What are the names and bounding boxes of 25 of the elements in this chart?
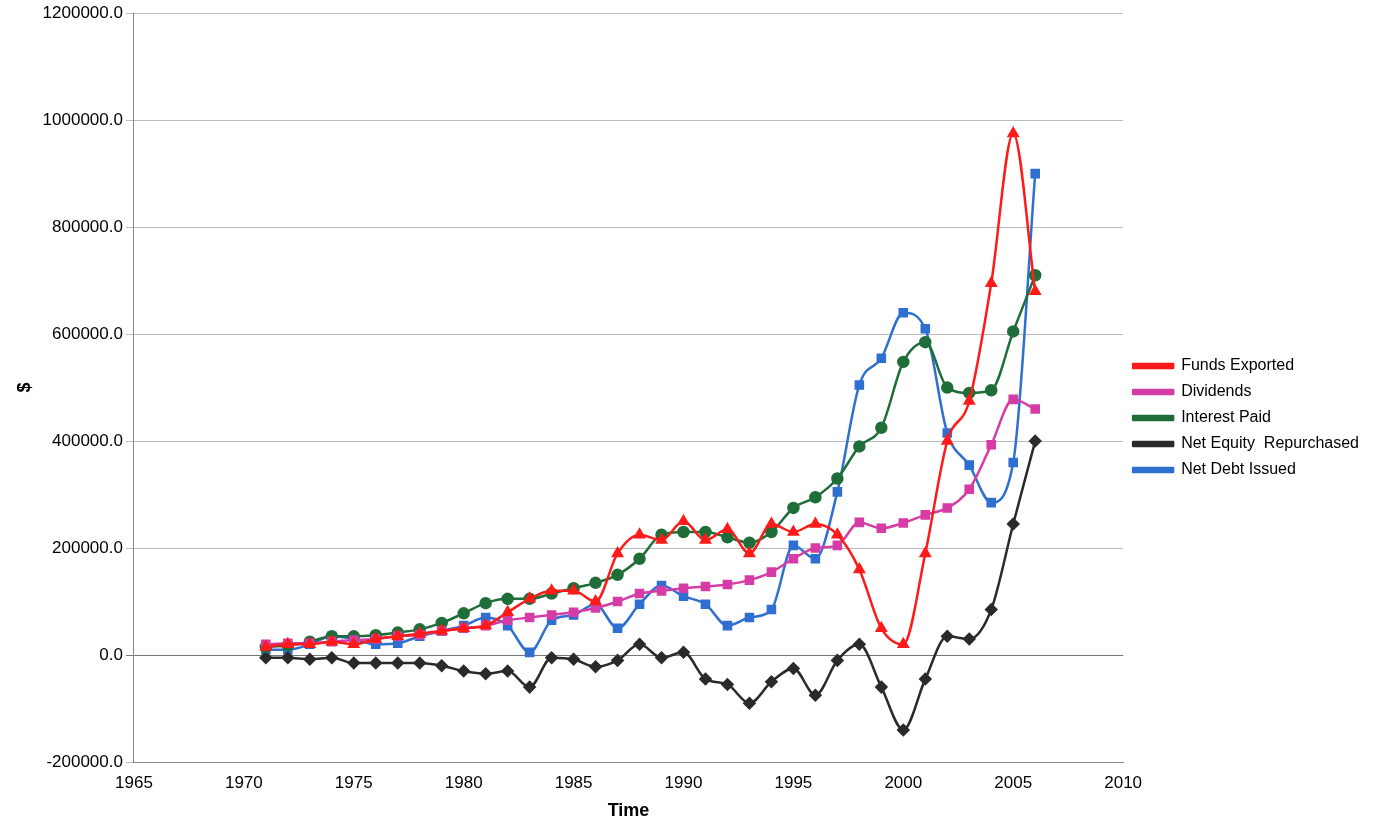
x-tick-label: 2005 <box>994 772 1033 792</box>
y-axis-title: $ <box>13 382 34 393</box>
x-tick-label: 1985 <box>554 772 593 792</box>
x-tick-label: 1970 <box>224 772 263 792</box>
y-tick-label: -200000.0 <box>46 751 123 771</box>
legend-label: Net Debt Issued <box>1181 460 1296 478</box>
y-tick-label: 600000.0 <box>52 323 123 343</box>
legend-label: Interest Paid <box>1181 408 1271 426</box>
y-tick-label: 1000000.0 <box>42 109 123 129</box>
legend-label: Dividends <box>1181 382 1252 400</box>
x-tick-label: 1965 <box>115 772 153 792</box>
x-tick-label: 2000 <box>884 772 923 792</box>
legend-label: Net Equity Repurchased <box>1181 434 1359 452</box>
x-tick-label: 1980 <box>444 772 483 792</box>
x-axis-title: Time <box>607 800 650 821</box>
legend-label: Funds Exported <box>1181 356 1295 374</box>
y-tick-label: 0.0 <box>99 644 123 664</box>
y-tick-label: 1200000.0 <box>42 2 123 22</box>
x-tick-label: 2010 <box>1104 772 1143 792</box>
y-tick-label: 200000.0 <box>52 537 123 557</box>
x-tick-label: 1975 <box>334 772 373 792</box>
y-tick-label: 800000.0 <box>52 216 123 236</box>
y-tick-label: 400000.0 <box>52 430 123 450</box>
x-tick-label: 1990 <box>664 772 703 792</box>
x-tick-label: 1995 <box>774 772 813 792</box>
